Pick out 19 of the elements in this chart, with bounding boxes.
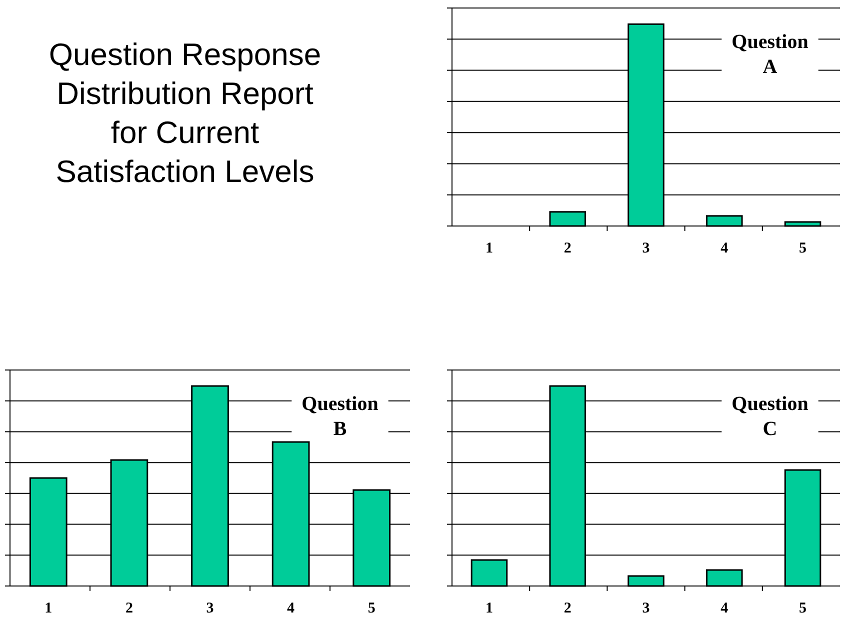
x-tick-label: 2: [564, 240, 572, 257]
x-tick-label: 4: [720, 240, 729, 257]
x-tick-label: 3: [206, 600, 214, 617]
text: Question Response Distribution Report for Current Satisfaction Levels: [48, 37, 322, 189]
x-tick-label: 4: [720, 600, 729, 617]
text: Question C: [732, 393, 808, 440]
x-tick-label: 1: [44, 600, 52, 617]
text: Question A: [732, 31, 808, 78]
x-tick-label: 5: [368, 600, 376, 617]
x-tick-label: 3: [642, 240, 650, 257]
x-tick-label: 3: [642, 600, 650, 617]
x-tick-label: 2: [125, 600, 133, 617]
x-tick-label: 1: [485, 240, 493, 257]
text: Question B: [302, 393, 378, 440]
x-tick-label: 1: [485, 600, 493, 617]
x-tick-label: 4: [287, 600, 296, 617]
x-tick-label: 2: [564, 600, 572, 617]
x-tick-label: 5: [799, 600, 807, 617]
x-tick-label: 5: [799, 240, 807, 257]
